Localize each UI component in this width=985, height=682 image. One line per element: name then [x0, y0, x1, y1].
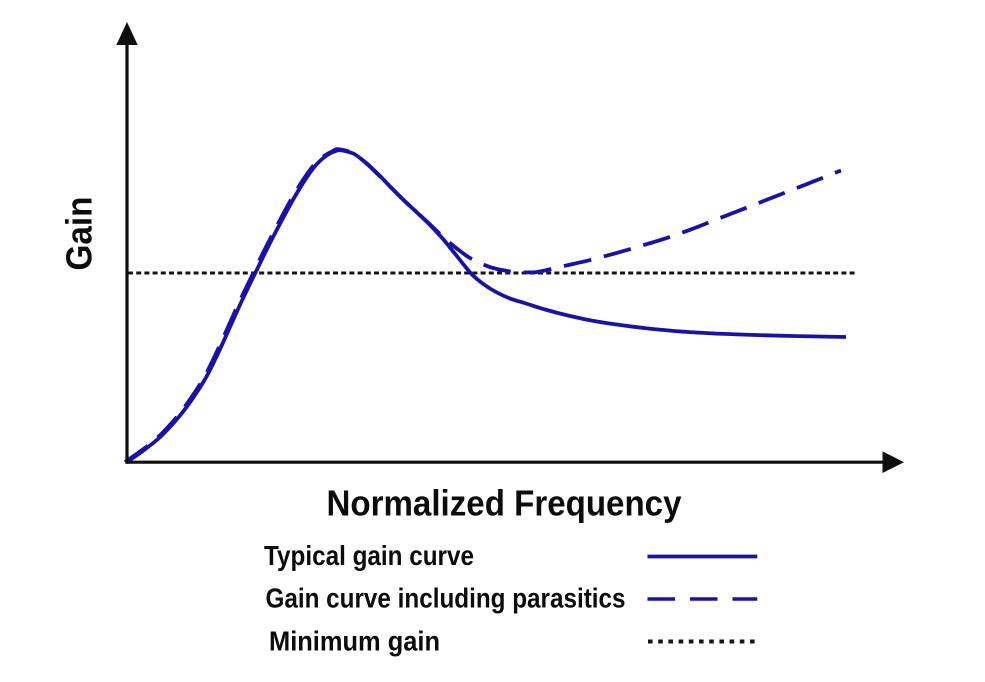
- svg-text:Gain: Gain: [59, 197, 100, 271]
- svg-text:Minimum gain: Minimum gain: [269, 626, 440, 657]
- svg-text:Normalized Frequency: Normalized Frequency: [327, 483, 682, 524]
- svg-text:Gain curve including parasitic: Gain curve including parasitics: [266, 583, 626, 614]
- svg-text:Typical gain curve: Typical gain curve: [264, 540, 474, 571]
